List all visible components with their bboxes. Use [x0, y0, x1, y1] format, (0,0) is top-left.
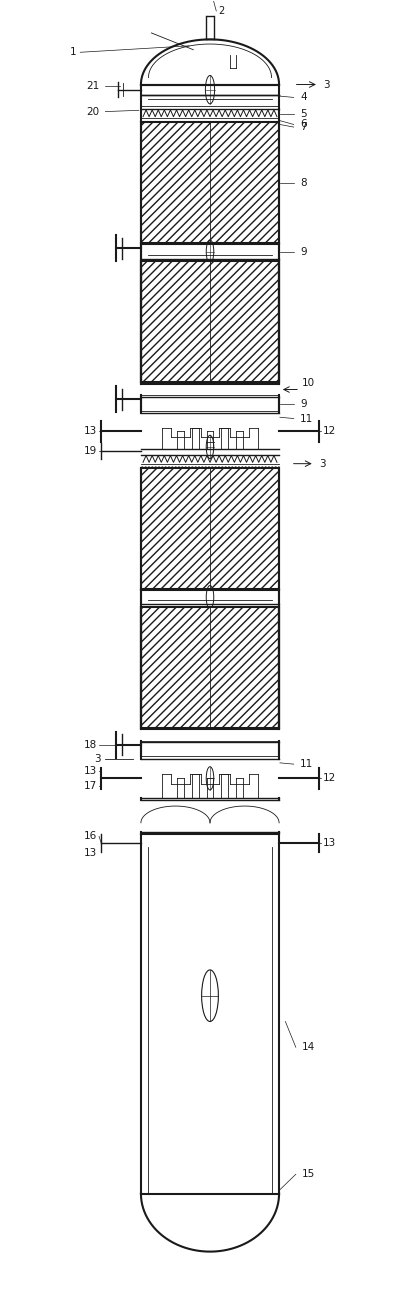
Text: 9: 9 — [300, 247, 307, 257]
Bar — [141, 607, 279, 728]
Text: 5: 5 — [300, 108, 307, 119]
Text: 2: 2 — [218, 6, 225, 15]
Text: 7: 7 — [300, 123, 307, 132]
Text: 1: 1 — [69, 48, 76, 57]
Text: 10: 10 — [302, 378, 315, 389]
Bar — [141, 467, 279, 589]
Text: 17: 17 — [84, 781, 97, 791]
Text: 3: 3 — [323, 80, 330, 89]
Bar — [141, 261, 279, 382]
Bar — [141, 607, 279, 728]
Text: 3: 3 — [94, 754, 101, 764]
Bar — [141, 261, 279, 382]
Text: 18: 18 — [84, 740, 97, 750]
Text: 11: 11 — [300, 759, 313, 769]
Text: 11: 11 — [300, 413, 313, 423]
Text: 19: 19 — [84, 445, 97, 456]
Bar — [141, 121, 279, 243]
Text: 9: 9 — [300, 399, 307, 409]
Text: 15: 15 — [302, 1170, 315, 1179]
Text: 6: 6 — [300, 120, 307, 129]
Bar — [141, 121, 279, 243]
Text: 12: 12 — [323, 773, 336, 784]
Text: 4: 4 — [300, 93, 307, 102]
Text: 20: 20 — [86, 107, 99, 116]
Bar — [141, 467, 279, 589]
Text: 12: 12 — [323, 426, 336, 436]
Text: 14: 14 — [302, 1042, 315, 1052]
Text: 8: 8 — [300, 178, 307, 187]
Text: 13: 13 — [323, 838, 336, 848]
Text: 16: 16 — [84, 831, 97, 842]
Text: 3: 3 — [319, 458, 326, 469]
Text: 21: 21 — [86, 81, 99, 90]
Text: 13: 13 — [84, 848, 97, 859]
Text: 13: 13 — [84, 426, 97, 436]
Text: 13: 13 — [84, 766, 97, 776]
